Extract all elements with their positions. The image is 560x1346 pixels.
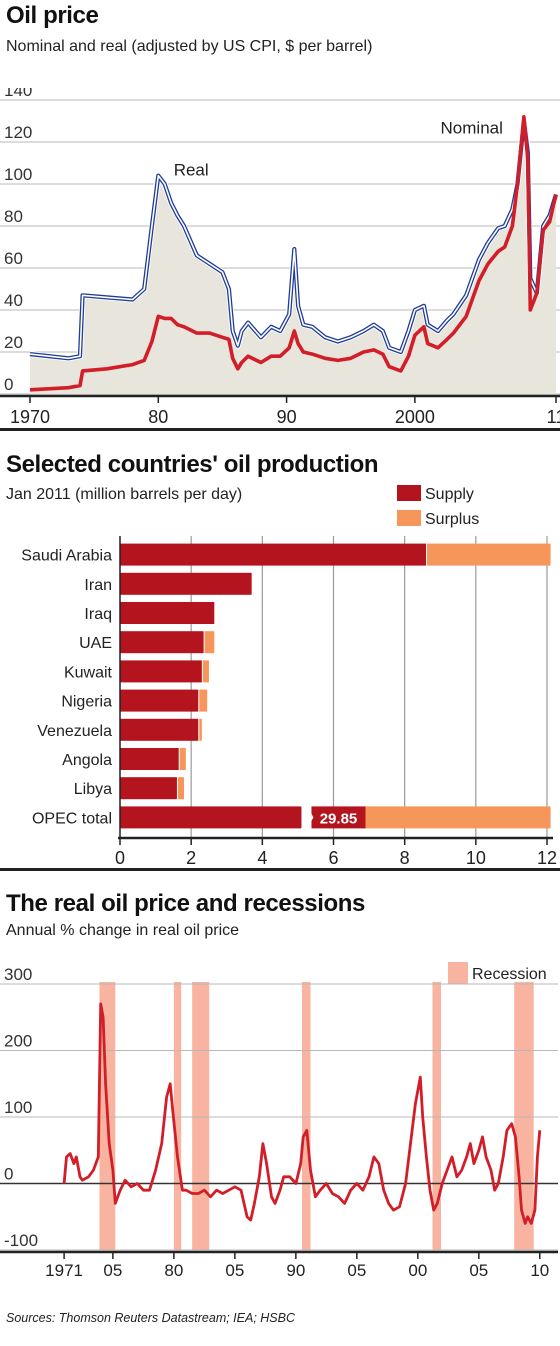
opec-total-value-label: 29.85 (320, 810, 358, 827)
y-tick-label: 200 (4, 1032, 32, 1051)
category-label: Venezuela (37, 723, 112, 740)
production-subtitle: Jan 2011 (million barrels per day) (6, 486, 243, 503)
bar-supply (120, 602, 215, 624)
real-label: Real (174, 161, 209, 180)
x-tick-label: 4 (257, 848, 267, 868)
oil-price-subtitle: Nominal and real (adjusted by US CPI, $ … (6, 38, 373, 55)
recessions-title: The real oil price and recessions (6, 890, 365, 917)
x-tick-label: 1970 (10, 407, 50, 427)
x-tick-label: 90 (277, 407, 297, 427)
y-tick-label: 60 (4, 249, 23, 268)
legend-swatch-surplus (397, 510, 421, 526)
real-line-inner (29, 120, 557, 360)
legend-label-recession: Recession (472, 966, 547, 983)
y-tick-label: 120 (4, 123, 32, 142)
category-label: Saudi Arabia (21, 548, 112, 565)
bar-supply (120, 718, 199, 741)
production-chart: Supply Surplus Saudi Arabia Iran Iraq UAE Kuwa… (21, 485, 557, 868)
recession-band (514, 982, 534, 1250)
x-tick-label: 90 (286, 1261, 305, 1280)
recessions-chart: Recession -100 0 100 200 300 1971 05 80 05 90 05 00 0… (0, 962, 558, 1280)
bar-supply (120, 806, 302, 829)
category-label: Angola (62, 752, 112, 769)
bar-surplus (365, 806, 551, 829)
bar-supply (120, 777, 177, 800)
bar-surplus (177, 777, 185, 800)
legend-swatch-recession (448, 962, 468, 984)
x-tick-label: 05 (225, 1261, 244, 1280)
source-note: Sources: Thomson Reuters Datastream; IEA… (6, 1311, 295, 1325)
x-tick-label: 05 (103, 1261, 122, 1280)
recession-band (432, 982, 442, 1250)
oil-price-title: Oil price (6, 2, 99, 29)
production-title: Selected countries' oil production (6, 451, 379, 478)
category-label: Iran (84, 577, 112, 594)
x-tick-label: 10 (466, 848, 486, 868)
section-divider (0, 868, 560, 871)
x-tick-label: 10 (530, 1261, 549, 1280)
legend-swatch-supply (397, 485, 421, 501)
recessions-subtitle: Annual % change in real oil price (6, 922, 240, 939)
y-tick-label: 80 (4, 207, 23, 226)
legend-label-supply: Supply (425, 486, 474, 503)
bar-surplus (202, 660, 209, 683)
x-tick-label: 05 (469, 1261, 488, 1280)
recession-band (301, 982, 311, 1250)
x-tick-label: 80 (164, 1261, 183, 1280)
y-tick-label: 100 (4, 1098, 32, 1117)
bar-supply (120, 543, 427, 566)
bar-surplus (199, 718, 202, 741)
x-tick-label: 05 (347, 1261, 366, 1280)
bar-supply (120, 572, 252, 595)
bar-supply (120, 748, 179, 770)
nominal-label: Nominal (441, 119, 503, 138)
bar-surplus (204, 631, 215, 654)
bar-surplus (179, 748, 186, 770)
category-label: OPEC total (32, 810, 112, 827)
x-tick-label: 2000 (395, 407, 435, 427)
bar-supply (120, 660, 202, 683)
category-label: Nigeria (61, 694, 112, 711)
bar-supply (120, 631, 204, 654)
bar-supply-continued (311, 806, 366, 829)
x-tick-label: 12 (537, 848, 557, 868)
y-tick-label: -100 (4, 1231, 38, 1250)
category-label: UAE (79, 635, 112, 652)
x-tick-label: 2 (186, 848, 196, 868)
category-label: Iraq (84, 606, 112, 623)
bar-surplus (199, 689, 208, 712)
y-tick-label: 300 (4, 965, 32, 984)
recession-band (173, 982, 182, 1250)
legend-label-surplus: Surplus (425, 511, 479, 528)
y-tick-label: 100 (4, 165, 32, 184)
x-tick-label: 1971 (45, 1261, 83, 1280)
y-tick-label: 0 (4, 1165, 13, 1184)
y-tick-label: 140 (4, 88, 32, 100)
x-tick-label: 8 (400, 848, 410, 868)
oil-price-chart: 0 20 40 60 80 100 120 140 1970 80 90 2000 11 Real Nomi… (0, 88, 560, 427)
category-label: Kuwait (64, 664, 113, 681)
axis-break-mark (300, 805, 314, 830)
bar-surplus (427, 543, 551, 566)
bar-supply (120, 689, 199, 712)
y-tick-label: 20 (4, 333, 23, 352)
nominal-line (29, 114, 558, 392)
section-divider (0, 428, 560, 431)
category-label: Libya (74, 781, 112, 798)
x-tick-label: 80 (148, 407, 168, 427)
x-tick-label: 6 (328, 848, 338, 868)
x-tick-label: 11 (547, 407, 560, 427)
x-tick-label: 00 (408, 1261, 427, 1280)
real-price-change-line (62, 1002, 542, 1225)
recession-band (192, 982, 210, 1250)
y-tick-label: 40 (4, 291, 23, 310)
y-tick-label: 0 (4, 375, 13, 394)
x-tick-label: 0 (115, 848, 125, 868)
